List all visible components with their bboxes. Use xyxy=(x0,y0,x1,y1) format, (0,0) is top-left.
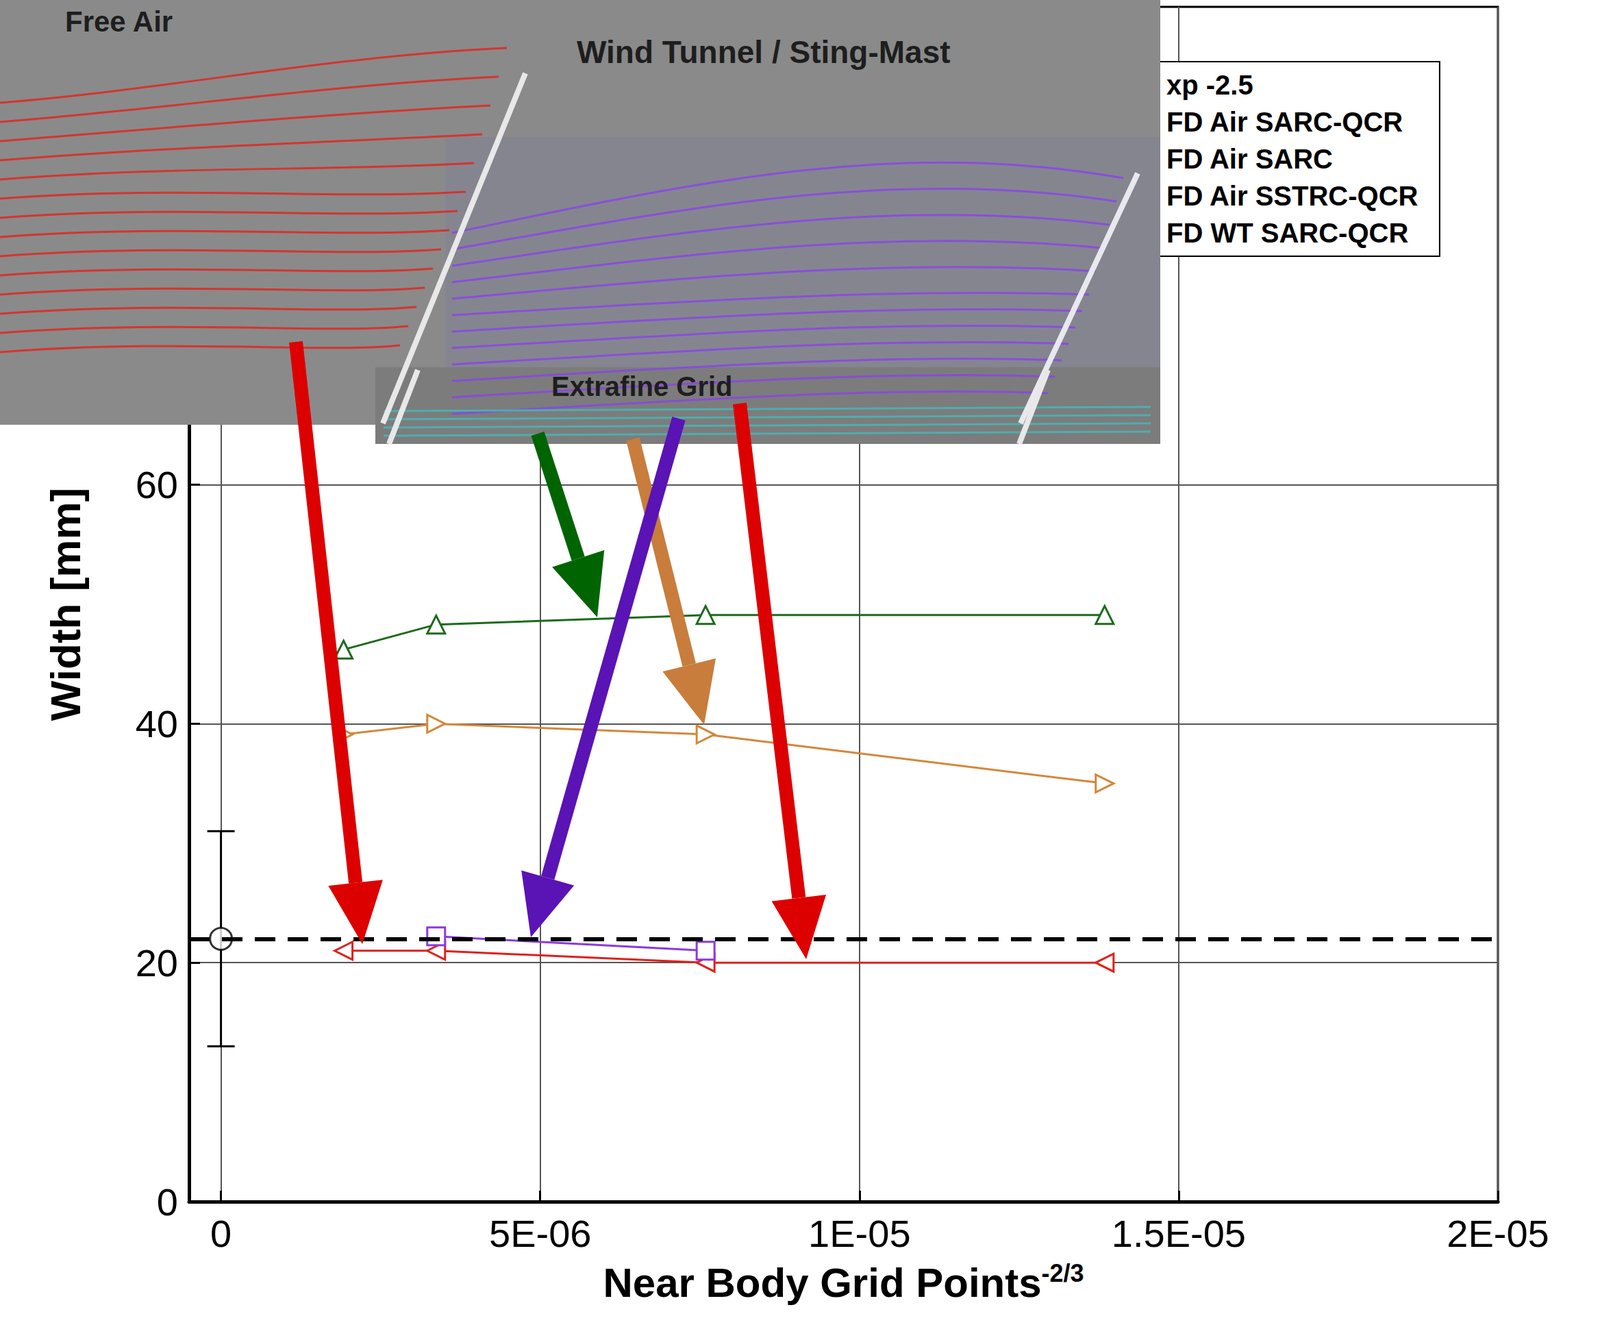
svg-text:60: 60 xyxy=(135,463,179,507)
svg-text:FD Air SSTRC-QCR: FD Air SSTRC-QCR xyxy=(1166,180,1419,211)
svg-text:FD Air SARC: FD Air SARC xyxy=(1166,143,1333,174)
svg-text:40: 40 xyxy=(135,702,179,746)
svg-text:5E-06: 5E-06 xyxy=(489,1211,592,1255)
svg-text:Wind Tunnel / Sting-Mast: Wind Tunnel / Sting-Mast xyxy=(576,34,951,70)
svg-text:20: 20 xyxy=(135,941,179,985)
svg-text:0: 0 xyxy=(156,1180,179,1224)
svg-text:FD WT SARC-QCR: FD WT SARC-QCR xyxy=(1166,217,1409,248)
svg-text:Near Body Grid Points: Near Body Grid Points xyxy=(602,1259,1042,1306)
svg-text:0: 0 xyxy=(210,1211,232,1255)
svg-text:Extrafine Grid: Extrafine Grid xyxy=(551,371,733,402)
svg-text:2E-05: 2E-05 xyxy=(1446,1211,1549,1255)
svg-text:Free Air: Free Air xyxy=(65,5,173,38)
svg-text:-2/3: -2/3 xyxy=(1041,1258,1085,1287)
svg-text:FD Air SARC-QCR: FD Air SARC-QCR xyxy=(1166,106,1403,137)
svg-text:Width [mm]: Width [mm] xyxy=(41,487,90,721)
svg-text:xp -2.5: xp -2.5 xyxy=(1166,69,1254,100)
svg-text:1E-05: 1E-05 xyxy=(808,1211,911,1255)
svg-text:1.5E-05: 1.5E-05 xyxy=(1111,1211,1246,1255)
